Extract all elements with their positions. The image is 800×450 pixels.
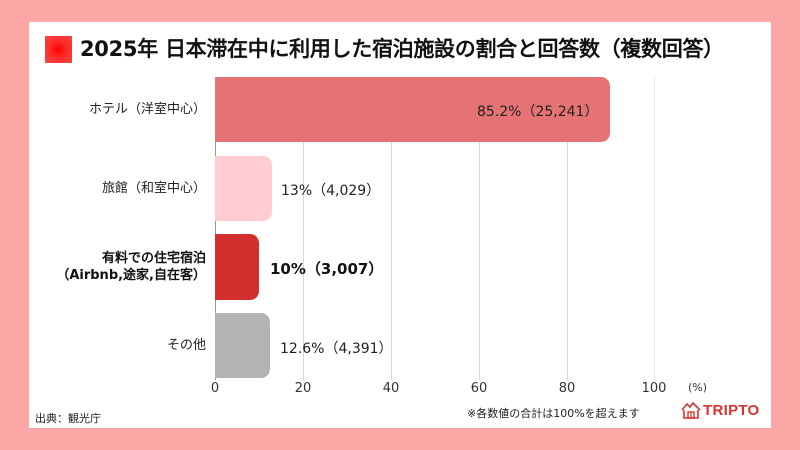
x-tick-100: 100 bbox=[641, 381, 667, 396]
x-tick-80: 80 bbox=[558, 381, 576, 396]
x-tick-60: 60 bbox=[470, 381, 488, 396]
category-label-hotel: ホテル（洋室中心） bbox=[88, 102, 206, 117]
gridline-20 bbox=[303, 77, 304, 380]
title-marker-icon bbox=[45, 36, 72, 63]
logo-text: TRIPTO bbox=[703, 401, 760, 419]
category-label-ryokan: 旅館（和室中心） bbox=[101, 181, 206, 196]
bar-other bbox=[215, 313, 270, 378]
gridline-40 bbox=[391, 77, 392, 380]
chart-title: 2025年 日本滞在中に利用した宿泊施設の割合と回答数（複数回答） bbox=[80, 37, 724, 61]
x-axis-unit: (%) bbox=[688, 381, 708, 394]
gridline-100 bbox=[654, 77, 655, 380]
value-label-private-lodging: 10%（3,007） bbox=[270, 260, 384, 278]
footnote: ※各数値の合計は100%を超えます bbox=[467, 407, 640, 420]
tripto-logo: TRIPTO bbox=[681, 401, 760, 419]
y-axis-line bbox=[215, 77, 216, 380]
category-label-line2: （Airbnb,途家,自在客） bbox=[56, 268, 206, 283]
source-text: 出典：観光庁 bbox=[35, 412, 101, 425]
value-label-ryokan: 13%（4,029） bbox=[281, 183, 381, 199]
x-tick-20: 20 bbox=[294, 381, 312, 396]
x-tick-40: 40 bbox=[382, 381, 400, 396]
gridline-60 bbox=[479, 77, 480, 380]
bar-private-lodging bbox=[215, 234, 259, 300]
category-label-line1: 有料での住宅宿泊 bbox=[101, 251, 206, 266]
bar-ryokan bbox=[215, 156, 272, 221]
value-label-other: 12.6%（4,391） bbox=[280, 341, 393, 357]
category-label-other: その他 bbox=[166, 338, 206, 353]
category-label-private-lodging: 有料での住宅宿泊 （Airbnb,途家,自在客） bbox=[56, 250, 206, 284]
bar-hotel bbox=[215, 77, 610, 142]
house-mountain-icon bbox=[681, 401, 701, 419]
x-tick-0: 0 bbox=[210, 381, 220, 396]
value-label-hotel: 85.2%（25,241） bbox=[477, 104, 599, 120]
gridline-80 bbox=[567, 77, 568, 380]
